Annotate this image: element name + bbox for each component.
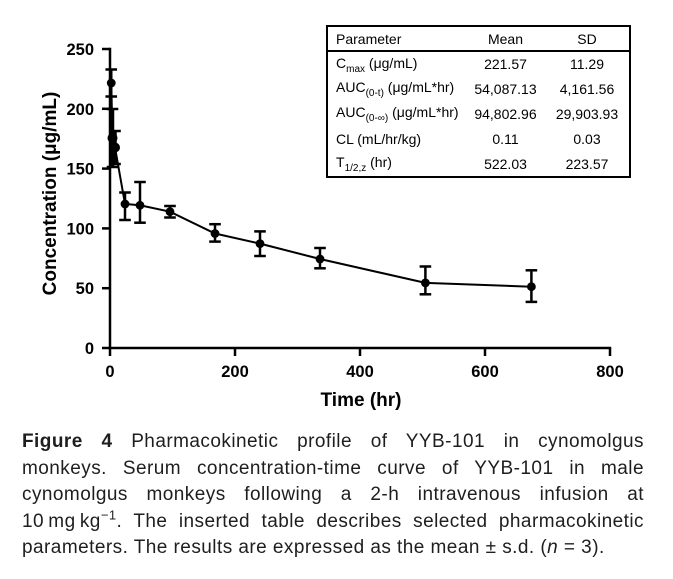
svg-text:800: 800 — [596, 363, 624, 381]
svg-text:250: 250 — [66, 41, 94, 59]
svg-text:50: 50 — [76, 280, 94, 298]
svg-text:Concentration (μg/mL): Concentration (μg/mL) — [40, 92, 61, 296]
svg-text:Time (hr): Time (hr) — [321, 390, 402, 411]
svg-text:600: 600 — [471, 363, 499, 381]
svg-text:200: 200 — [66, 101, 94, 119]
svg-text:150: 150 — [66, 161, 94, 179]
svg-text:100: 100 — [66, 220, 94, 238]
svg-text:200: 200 — [221, 363, 249, 381]
svg-text:0: 0 — [85, 340, 94, 358]
svg-text:400: 400 — [346, 363, 374, 381]
svg-text:0: 0 — [105, 363, 114, 381]
